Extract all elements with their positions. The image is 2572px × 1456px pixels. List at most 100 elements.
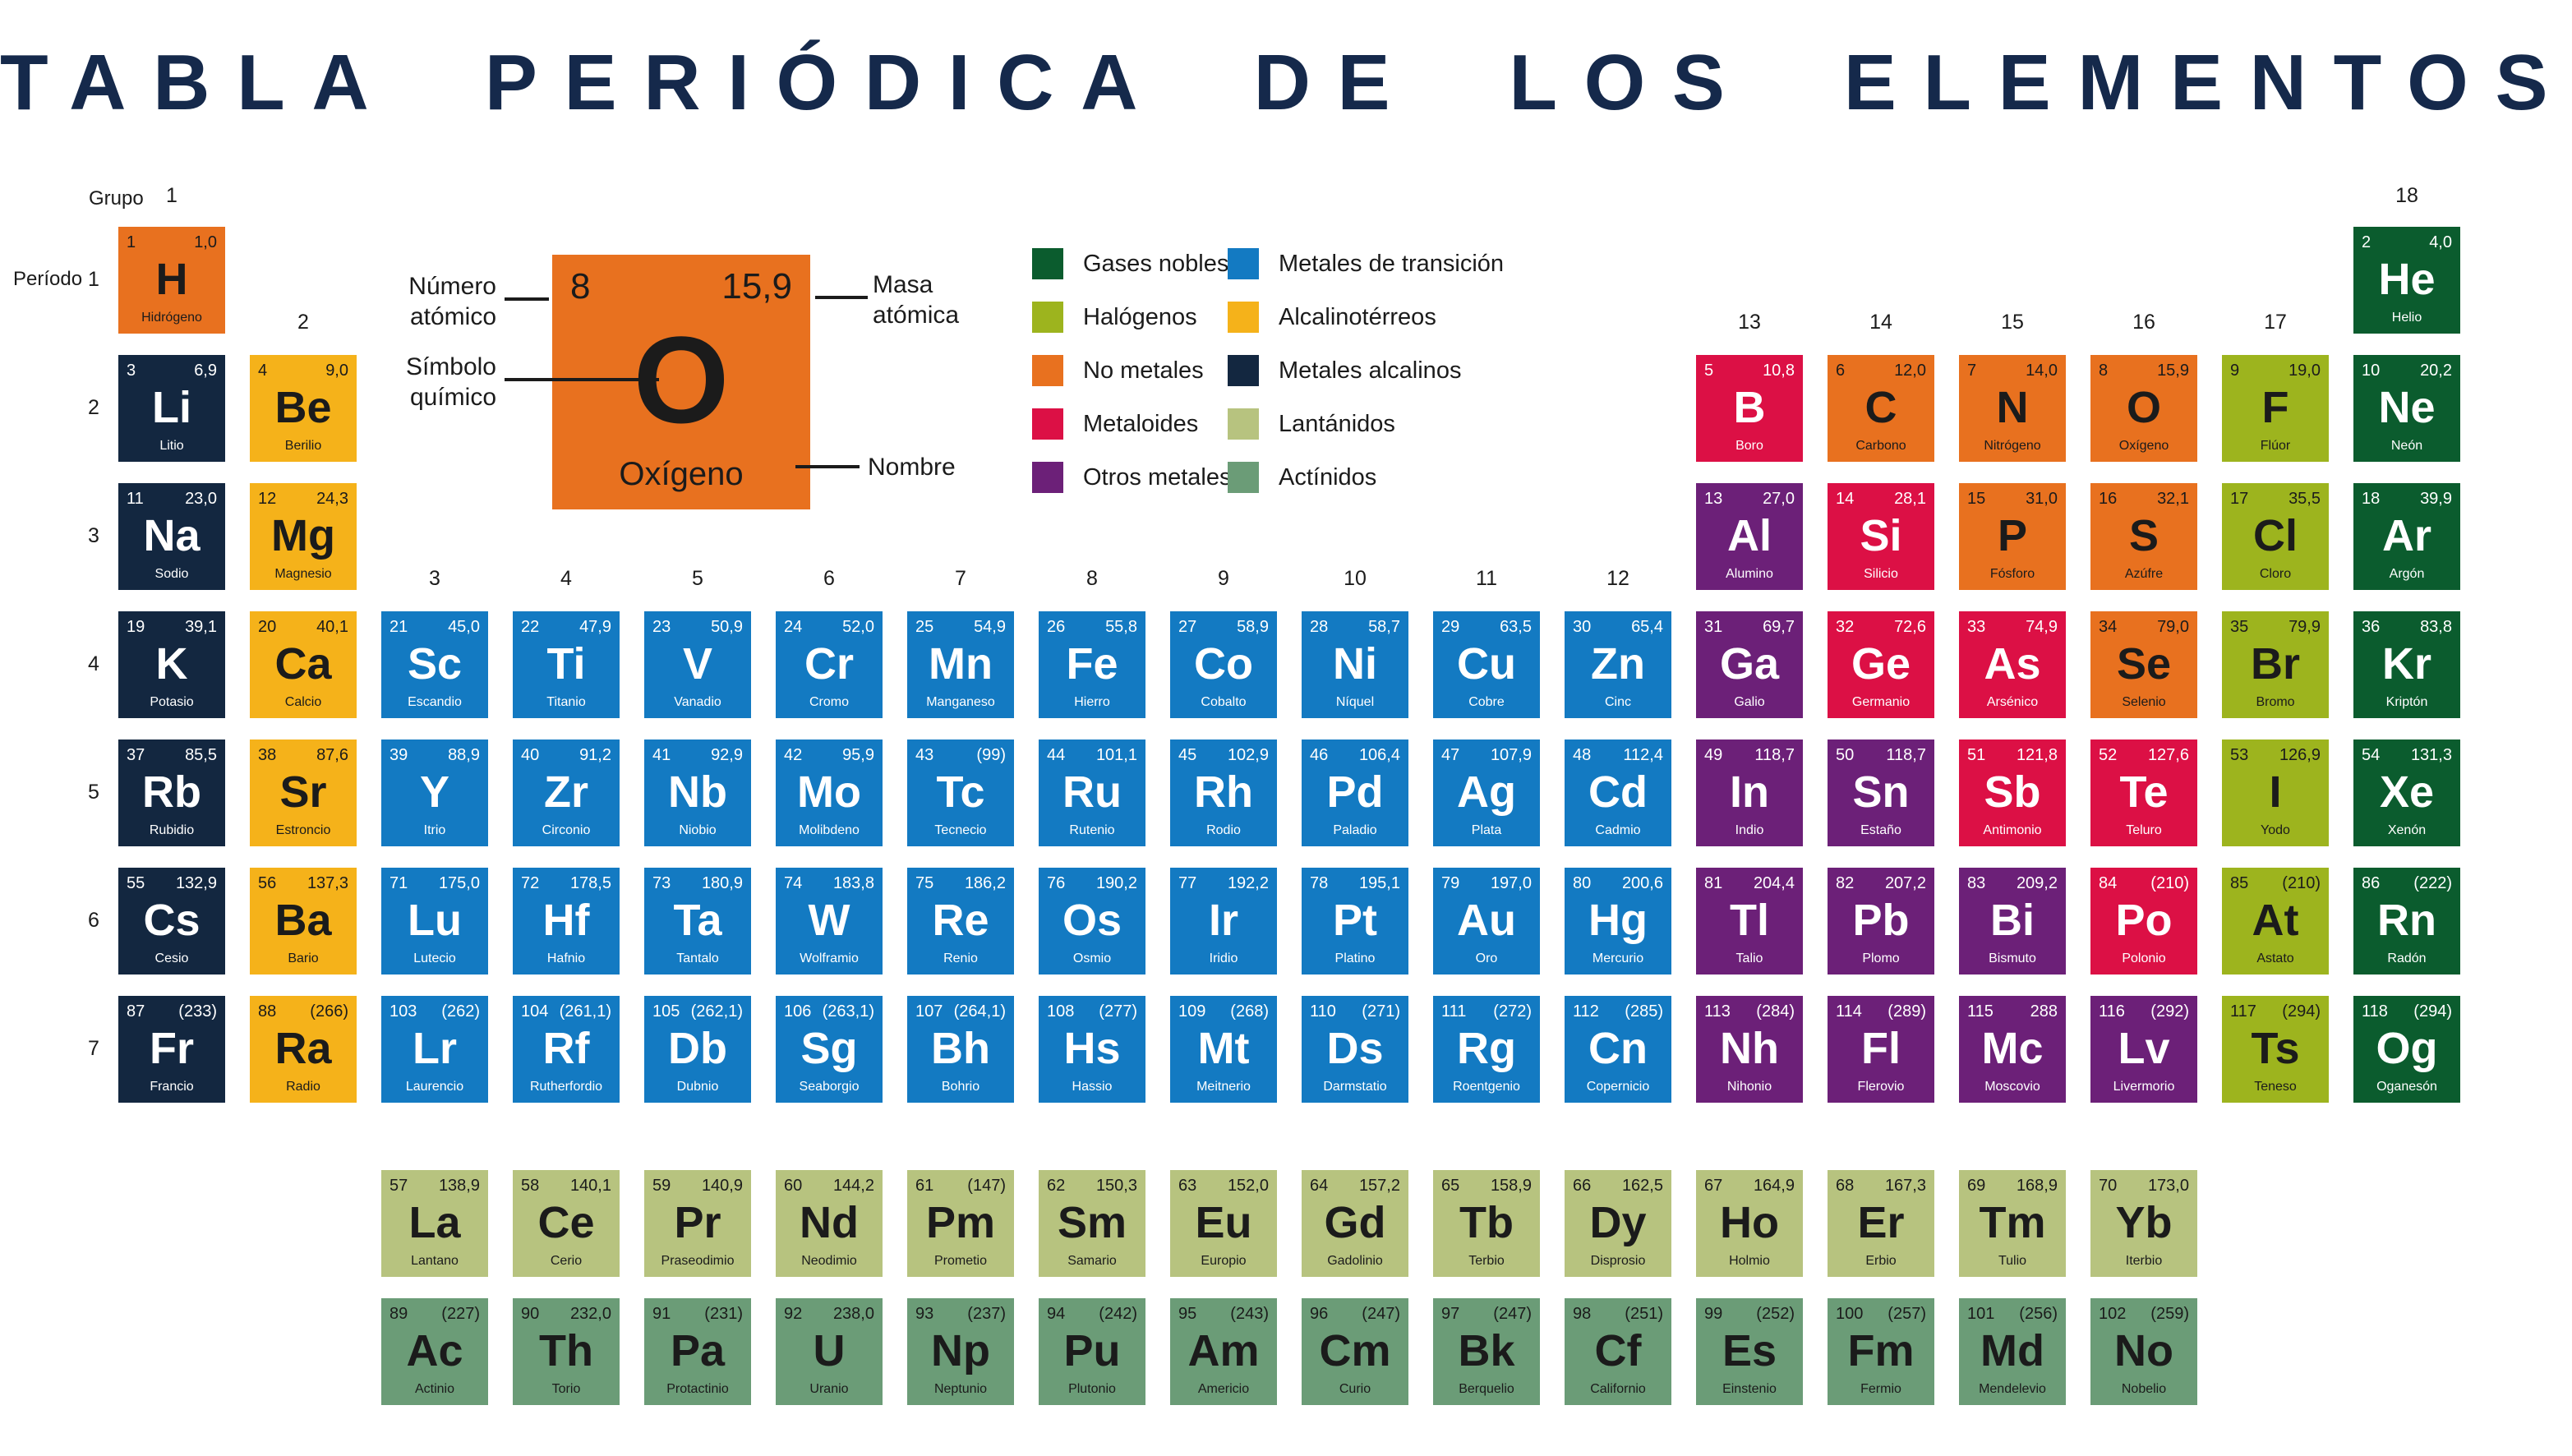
- element-name: Plata: [1471, 823, 1502, 837]
- atomic-mass: 83,8: [2420, 618, 2452, 636]
- element-cell-pa: 91 (231) Pa Protactinio: [644, 1298, 751, 1405]
- atomic-number: 64: [1310, 1177, 1329, 1195]
- atomic-mass: (292): [2150, 1002, 2189, 1021]
- atomic-mass: 157,2: [1358, 1177, 1400, 1195]
- element-cell-os: 76 190,2 Os Osmio: [1039, 868, 1145, 975]
- element-cell-nd: 60 144,2 Nd Neodimio: [776, 1170, 883, 1277]
- element-cell-in: 49 118,7 In Indio: [1696, 740, 1803, 846]
- element-name: Plomo: [1862, 951, 1900, 965]
- element-symbol: Tc: [936, 767, 985, 817]
- element-symbol: Cd: [1588, 767, 1648, 817]
- element-name: Argón: [2389, 567, 2425, 581]
- element-name: Teneso: [2254, 1080, 2297, 1094]
- atomic-mass: 180,9: [701, 874, 743, 892]
- element-cell-lv: 116 (292) Lv Livermorio: [2090, 996, 2197, 1103]
- atomic-number: 95: [1178, 1305, 1197, 1323]
- element-name: Seaborgio: [799, 1080, 860, 1094]
- element-name: Niobio: [679, 823, 717, 837]
- element-cell-la: 57 138,9 La Lantano: [381, 1170, 488, 1277]
- atomic-mass: (99): [976, 746, 1006, 764]
- atomic-number: 81: [1704, 874, 1723, 892]
- periodo-axis-label: Período: [13, 268, 83, 290]
- element-cell-pm: 61 (147) Pm Prometio: [907, 1170, 1014, 1277]
- period-number-4: 4: [88, 652, 99, 675]
- legend-item-alkali: Metales alcalinos: [1228, 355, 1504, 386]
- element-symbol: Ru: [1062, 767, 1122, 817]
- element-name: Cesio: [154, 951, 189, 965]
- group-number-8: 8: [1086, 567, 1098, 590]
- atomic-mass: 127,6: [2147, 746, 2189, 764]
- element-name: Estroncio: [275, 823, 331, 837]
- period-number-7: 7: [88, 1037, 99, 1060]
- element-cell-bh: 107 (264,1) Bh Bohrio: [907, 996, 1014, 1103]
- element-cell-ds: 110 (271) Ds Darmstatio: [1302, 996, 1408, 1103]
- element-symbol: Sr: [279, 767, 327, 817]
- element-name: Platino: [1334, 951, 1376, 965]
- element-name: Germanio: [1851, 695, 1911, 709]
- element-name: Selenio: [2122, 695, 2166, 709]
- element-symbol: Sg: [800, 1024, 858, 1073]
- element-name: Curio: [1339, 1382, 1371, 1396]
- atomic-mass: (277): [1099, 1002, 1137, 1021]
- element-cell-k: 19 39,1 K Potasio: [118, 611, 225, 718]
- legend-swatch-alkali: [1228, 355, 1259, 386]
- atomic-number: 55: [127, 874, 145, 892]
- element-name: Molibdeno: [799, 823, 860, 837]
- atomic-mass: (266): [310, 1002, 348, 1021]
- legend-label: Otros metales: [1083, 463, 1232, 491]
- element-name: Tantalo: [676, 951, 719, 965]
- atomic-number: 115: [1967, 1002, 1994, 1021]
- element-name: Cadmio: [1595, 823, 1641, 837]
- element-cell-ac: 89 (227) Ac Actinio: [381, 1298, 488, 1405]
- atomic-number: 42: [784, 746, 803, 764]
- legend-label: Halógenos: [1083, 303, 1197, 330]
- period-number-2: 2: [88, 396, 99, 419]
- element-symbol: Zn: [1591, 639, 1645, 689]
- element-cell-ga: 31 69,7 Ga Galio: [1696, 611, 1803, 718]
- atomic-mass: 4,0: [2429, 233, 2452, 251]
- element-cell-sm: 62 150,3 Sm Samario: [1039, 1170, 1145, 1277]
- element-name: Nobelio: [2121, 1382, 2167, 1396]
- atomic-number: 112: [1573, 1002, 1599, 1021]
- atomic-mass: 192,2: [1227, 874, 1269, 892]
- element-name: Cobalto: [1201, 695, 1247, 709]
- element-symbol: Ga: [1719, 639, 1780, 689]
- element-cell-md: 101 (256) Md Mendelevio: [1959, 1298, 2066, 1405]
- atomic-mass: 54,9: [974, 618, 1006, 636]
- element-name: Neodimio: [801, 1254, 857, 1268]
- element-symbol: Re: [932, 896, 989, 945]
- element-cell-ni: 28 58,7 Ni Níquel: [1302, 611, 1408, 718]
- element-name: Calcio: [284, 695, 322, 709]
- element-symbol: Bh: [931, 1024, 990, 1073]
- element-symbol: U: [813, 1326, 846, 1375]
- element-cell-dy: 66 162,5 Dy Disprosio: [1565, 1170, 1671, 1277]
- element-name: Oxígeno: [2118, 439, 2169, 453]
- atomic-number: 60: [784, 1177, 803, 1195]
- legend-item-noble: Gases nobles: [1032, 248, 1232, 279]
- atomic-number: 39: [389, 746, 408, 764]
- element-name: Torio: [551, 1382, 581, 1396]
- atomic-number: 63: [1178, 1177, 1197, 1195]
- element-symbol: Lv: [2118, 1024, 2170, 1073]
- atomic-mass: 232,0: [569, 1305, 611, 1323]
- atomic-number: 106: [784, 1002, 812, 1021]
- atomic-mass: (264,1): [953, 1002, 1006, 1021]
- element-cell-w: 74 183,8 W Wolframio: [776, 868, 883, 975]
- atomic-mass: 47,9: [579, 618, 611, 636]
- atomic-mass: 200,6: [1621, 874, 1663, 892]
- element-name: Nihonio: [1726, 1080, 1772, 1094]
- element-symbol: Ba: [274, 896, 332, 945]
- atomic-number: 6: [1836, 362, 1846, 380]
- atomic-mass: (227): [441, 1305, 480, 1323]
- element-cell-pd: 46 106,4 Pd Paladio: [1302, 740, 1408, 846]
- element-symbol: Zr: [544, 767, 588, 817]
- element-name: Americio: [1197, 1382, 1250, 1396]
- element-name: Kriptón: [2385, 695, 2428, 709]
- element-cell-nb: 41 92,9 Nb Niobio: [644, 740, 751, 846]
- element-symbol: Ac: [406, 1326, 463, 1375]
- element-symbol: Ti: [546, 639, 586, 689]
- element-name: Darmstatio: [1323, 1080, 1387, 1094]
- element-name: Nitrógeno: [1984, 439, 2041, 453]
- atomic-number: 15: [1967, 490, 1986, 508]
- callout-line: atómico: [409, 303, 496, 330]
